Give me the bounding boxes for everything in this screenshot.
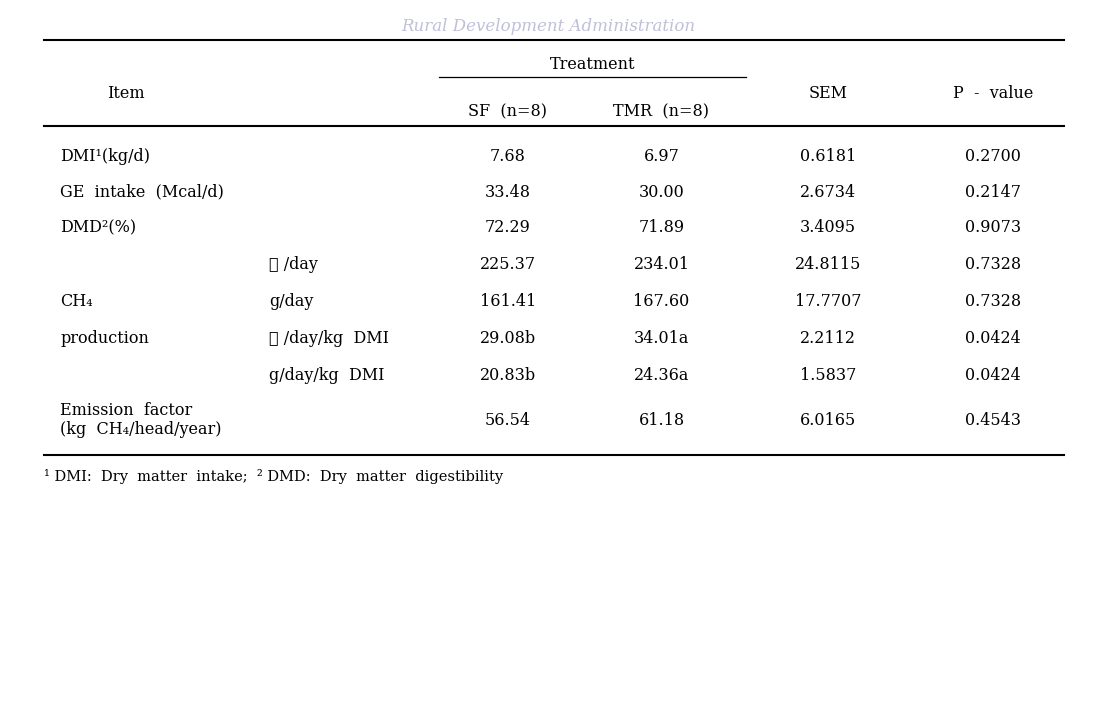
Text: Emission  factor: Emission factor [60, 402, 193, 419]
Text: DMI¹(kg/d): DMI¹(kg/d) [60, 148, 150, 166]
Text: 3.4095: 3.4095 [800, 219, 857, 236]
Text: Rural Development Administration: Rural Development Administration [402, 18, 695, 35]
Text: ℓ /day: ℓ /day [269, 256, 318, 274]
Text: 71.89: 71.89 [638, 219, 685, 236]
Text: 61.18: 61.18 [638, 412, 685, 429]
Text: 2.6734: 2.6734 [800, 184, 857, 201]
Text: CH₄: CH₄ [60, 293, 93, 310]
Text: SF  (n=8): SF (n=8) [468, 103, 547, 120]
Text: 0.4543: 0.4543 [964, 412, 1021, 429]
Text: 34.01a: 34.01a [634, 330, 689, 347]
Text: Treatment: Treatment [550, 56, 635, 73]
Text: 0.2147: 0.2147 [964, 184, 1021, 201]
Text: g/day/kg  DMI: g/day/kg DMI [269, 366, 384, 384]
Text: 0.7328: 0.7328 [964, 256, 1021, 274]
Text: P  -  value: P - value [952, 85, 1033, 102]
Text: 234.01: 234.01 [633, 256, 690, 274]
Text: TMR  (n=8): TMR (n=8) [613, 103, 710, 120]
Text: GE  intake  (Mcal/d): GE intake (Mcal/d) [60, 184, 224, 201]
Text: 30.00: 30.00 [638, 184, 685, 201]
Text: 0.7328: 0.7328 [964, 293, 1021, 310]
Text: 225.37: 225.37 [479, 256, 536, 274]
Text: g/day: g/day [269, 293, 313, 310]
Text: 167.60: 167.60 [633, 293, 690, 310]
Text: Item: Item [108, 85, 145, 102]
Text: 72.29: 72.29 [485, 219, 531, 236]
Text: 0.9073: 0.9073 [964, 219, 1021, 236]
Text: 2.2112: 2.2112 [800, 330, 857, 347]
Text: 6.0165: 6.0165 [800, 412, 857, 429]
Text: 20.83b: 20.83b [479, 366, 536, 384]
Text: 24.8115: 24.8115 [795, 256, 861, 274]
Text: 33.48: 33.48 [485, 184, 531, 201]
Text: 6.97: 6.97 [644, 148, 679, 166]
Text: production: production [60, 330, 149, 347]
Text: 29.08b: 29.08b [479, 330, 536, 347]
Text: ¹ DMI:  Dry  matter  intake;  ² DMD:  Dry  matter  digestibility: ¹ DMI: Dry matter intake; ² DMD: Dry mat… [44, 469, 504, 485]
Text: SEM: SEM [808, 85, 848, 102]
Text: 24.36a: 24.36a [634, 366, 689, 384]
Text: 56.54: 56.54 [485, 412, 531, 429]
Text: (kg  CH₄/head/year): (kg CH₄/head/year) [60, 421, 222, 438]
Text: 0.0424: 0.0424 [965, 330, 1020, 347]
Text: 17.7707: 17.7707 [795, 293, 861, 310]
Text: 0.2700: 0.2700 [965, 148, 1020, 166]
Text: 7.68: 7.68 [490, 148, 525, 166]
Text: DMD²(%): DMD²(%) [60, 219, 136, 236]
Text: 0.0424: 0.0424 [965, 366, 1020, 384]
Text: 161.41: 161.41 [479, 293, 536, 310]
Text: ℓ /day/kg  DMI: ℓ /day/kg DMI [269, 330, 388, 347]
Text: 0.6181: 0.6181 [800, 148, 857, 166]
Text: 1.5837: 1.5837 [800, 366, 857, 384]
